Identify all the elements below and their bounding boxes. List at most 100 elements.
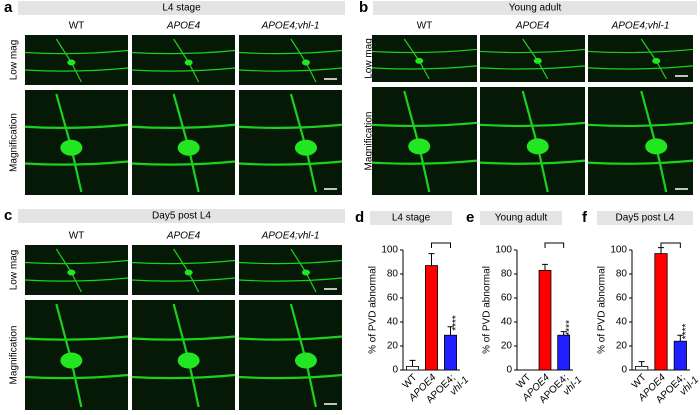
micrograph [239, 245, 342, 295]
neurite [24, 67, 129, 72]
neurite [371, 121, 478, 128]
cell-body [67, 269, 76, 276]
bar [444, 334, 457, 371]
y-tick-label: 60 [387, 293, 399, 304]
bar [425, 265, 438, 371]
neurite [238, 259, 343, 265]
neurite [290, 248, 317, 293]
neurite [238, 123, 343, 129]
neurite [24, 335, 129, 341]
cell-body [184, 59, 193, 66]
error-bar [447, 326, 454, 336]
bar [673, 340, 687, 371]
neurite [173, 38, 200, 83]
neurite [131, 160, 236, 166]
micrograph [588, 35, 693, 82]
cell-body [645, 138, 668, 155]
neurite [587, 121, 694, 128]
column-label: APOE4;vhl-1 [611, 21, 670, 32]
panel-label: a [4, 0, 13, 16]
panel-label: f [582, 209, 588, 226]
panel-header [480, 211, 562, 225]
neurite [587, 159, 694, 165]
neurite [371, 65, 478, 70]
y-tick-label: 100 [381, 245, 398, 256]
cell-body [60, 139, 83, 156]
neurite [24, 259, 129, 265]
significance: **** [681, 324, 692, 340]
neurite [238, 277, 343, 282]
y-tick-label: 80 [387, 269, 399, 280]
y-tick-label: 0 [621, 365, 627, 376]
cell-body [177, 139, 200, 156]
error-bar [409, 359, 416, 367]
error-bar [677, 334, 684, 342]
cell-body [415, 57, 424, 64]
y-axis-label: % of PVD abnormal [368, 266, 379, 354]
cell-body [294, 139, 317, 156]
neurite [371, 48, 478, 54]
neurite [371, 159, 478, 165]
cell-body [184, 269, 193, 276]
column-label: WT [417, 21, 433, 32]
neurite [238, 335, 343, 341]
cell-body [67, 59, 76, 66]
neurite [238, 373, 343, 380]
cell-body [652, 57, 661, 64]
chart-title: L4 stage [392, 213, 431, 224]
significance-bracket [660, 242, 681, 248]
neurite [55, 248, 82, 293]
y-tick-label: 20 [616, 341, 628, 352]
micrograph [239, 35, 342, 85]
column-label: WT [69, 231, 85, 242]
panel-header [597, 211, 693, 225]
micrograph [132, 35, 235, 85]
neurite [238, 49, 343, 55]
panel-header [370, 211, 452, 225]
panel-label: b [359, 0, 368, 16]
column-label: APOE4;vhl-1 [261, 21, 320, 32]
column-label: APOE4 [166, 21, 201, 32]
y-tick-label: 40 [616, 317, 628, 328]
bar [654, 253, 668, 371]
y-tick-label: 100 [610, 245, 627, 256]
row-label: Low mag [364, 38, 375, 79]
cell-body [301, 59, 310, 66]
micrograph [132, 245, 235, 295]
neurite [24, 277, 129, 282]
y-tick-label: 0 [506, 365, 512, 376]
neurite [131, 67, 236, 72]
error-bar [560, 331, 567, 336]
cell-body [526, 138, 549, 155]
neurite [24, 123, 129, 129]
neurite [522, 38, 549, 80]
neurite [24, 49, 129, 55]
y-tick-label: 80 [616, 269, 628, 280]
panel-label: d [355, 209, 364, 226]
y-tick-label: 20 [387, 341, 399, 352]
row-label: Magnification [364, 112, 375, 171]
column-label: WT [69, 21, 85, 32]
panel-label: c [4, 207, 12, 224]
error-bar [428, 253, 435, 266]
micrograph [239, 90, 342, 195]
row-label: Low mag [9, 40, 20, 81]
neurite [479, 159, 586, 165]
chart-title: Young adult [495, 213, 548, 224]
significance-bracket [544, 242, 565, 248]
panel-header [18, 209, 345, 223]
row-label: Magnification [9, 113, 20, 172]
micrograph [25, 35, 128, 85]
panel-title: Day5 post L4 [152, 211, 211, 222]
significance: **** [451, 315, 462, 331]
panel-title: Young adult [509, 3, 562, 14]
error-bar [638, 361, 645, 367]
bar [635, 365, 649, 371]
cell-body [301, 269, 310, 276]
neurite [24, 160, 129, 166]
y-axis-label: % of PVD abnormal [482, 266, 493, 354]
neurite [131, 373, 236, 380]
error-bar [542, 263, 548, 271]
row-label: Low mag [9, 250, 20, 291]
